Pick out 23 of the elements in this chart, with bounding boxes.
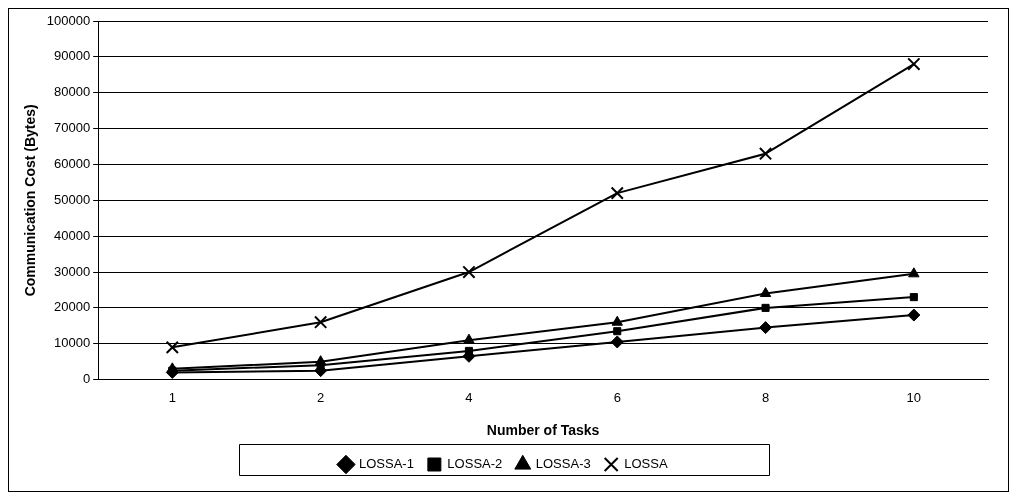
y-tick-label: 90000 — [54, 48, 91, 64]
y-tick-label: 60000 — [54, 156, 91, 172]
x-tick-label: 1 — [168, 389, 176, 405]
x-tick-label: 10 — [906, 389, 922, 405]
y-tick-label: 70000 — [54, 120, 91, 136]
x-tick-label: 6 — [613, 389, 621, 405]
legend-label: LOSSA — [624, 456, 668, 472]
y-tick-label: 40000 — [54, 227, 91, 243]
legend-label: LOSSA-3 — [535, 456, 591, 472]
x-tick-label: 4 — [465, 389, 473, 405]
y-tick-label: 20000 — [54, 299, 91, 315]
y-tick-label: 80000 — [54, 84, 91, 100]
x-tick-label: 2 — [317, 389, 325, 405]
legend-label: LOSSA-2 — [447, 456, 503, 472]
y-tick-label: 50000 — [54, 191, 91, 207]
y-tick-label: 0 — [82, 371, 91, 387]
x-tick-label: 8 — [761, 389, 770, 405]
y-tick-label: 10000 — [54, 335, 91, 351]
y-tick-label: 100000 — [46, 12, 91, 28]
x-axis-title: Number of Tasks — [486, 422, 600, 439]
legend-label: LOSSA-1 — [358, 456, 414, 472]
y-tick-label: 30000 — [54, 263, 91, 279]
y-axis-title: Communication Cost (Bytes) — [22, 104, 39, 297]
